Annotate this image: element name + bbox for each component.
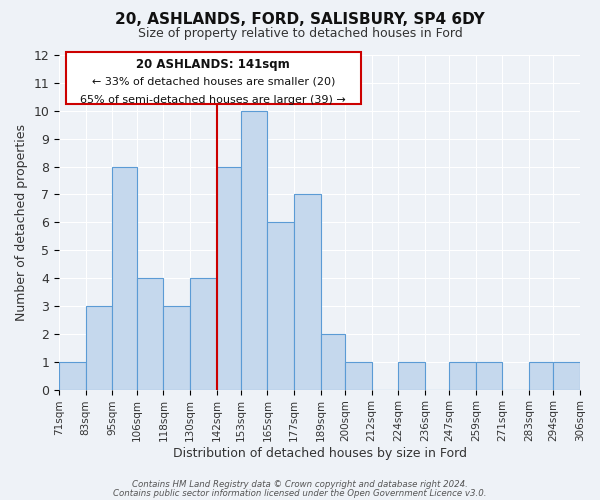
Bar xyxy=(190,278,217,390)
Bar xyxy=(553,362,580,390)
Text: 20 ASHLANDS: 141sqm: 20 ASHLANDS: 141sqm xyxy=(136,58,290,71)
Bar xyxy=(112,166,137,390)
FancyBboxPatch shape xyxy=(66,52,361,104)
Bar xyxy=(398,362,425,390)
Bar xyxy=(59,362,86,390)
Bar xyxy=(137,278,163,390)
Bar xyxy=(294,194,320,390)
Text: Size of property relative to detached houses in Ford: Size of property relative to detached ho… xyxy=(137,28,463,40)
Text: Contains HM Land Registry data © Crown copyright and database right 2024.: Contains HM Land Registry data © Crown c… xyxy=(132,480,468,489)
Bar xyxy=(268,222,294,390)
Bar xyxy=(449,362,476,390)
X-axis label: Distribution of detached houses by size in Ford: Distribution of detached houses by size … xyxy=(173,447,467,460)
Bar xyxy=(345,362,371,390)
Text: ← 33% of detached houses are smaller (20): ← 33% of detached houses are smaller (20… xyxy=(92,76,335,86)
Bar xyxy=(86,306,112,390)
Bar xyxy=(529,362,553,390)
Y-axis label: Number of detached properties: Number of detached properties xyxy=(15,124,28,321)
Bar xyxy=(163,306,190,390)
Bar xyxy=(320,334,345,390)
Bar xyxy=(217,166,241,390)
Text: 20, ASHLANDS, FORD, SALISBURY, SP4 6DY: 20, ASHLANDS, FORD, SALISBURY, SP4 6DY xyxy=(115,12,485,28)
Text: Contains public sector information licensed under the Open Government Licence v3: Contains public sector information licen… xyxy=(113,489,487,498)
Text: 65% of semi-detached houses are larger (39) →: 65% of semi-detached houses are larger (… xyxy=(80,94,346,104)
Bar xyxy=(476,362,502,390)
Bar xyxy=(241,111,268,390)
